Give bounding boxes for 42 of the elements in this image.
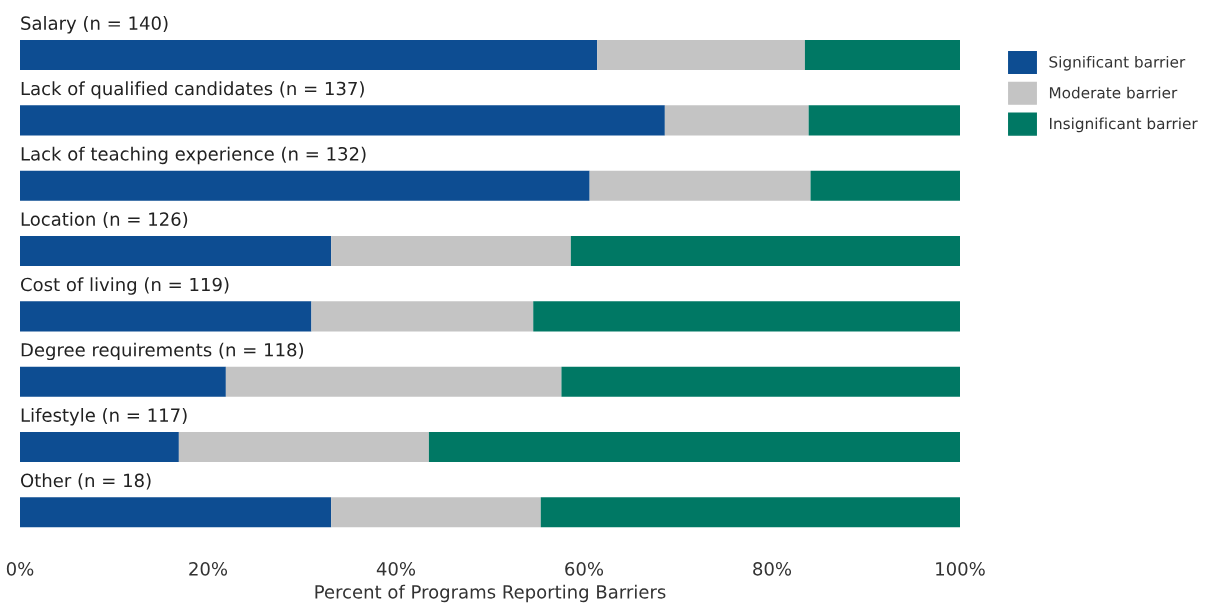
bar xyxy=(561,366,960,397)
x-tick-label: 20% xyxy=(189,561,228,576)
y-tick-label: Lack of qualified candidates (n = 137) xyxy=(21,81,364,99)
bar xyxy=(597,40,805,71)
legend-label: Insignificant barrier xyxy=(1049,117,1198,133)
bar xyxy=(664,105,809,136)
bar xyxy=(428,431,960,463)
bar xyxy=(20,301,312,332)
bar xyxy=(589,170,811,201)
legend-label: Significant barrier xyxy=(1049,55,1186,71)
legend-label: Moderate barrier xyxy=(1049,86,1178,99)
bar xyxy=(810,170,960,201)
y-tick-label: Cost of living (n = 119) xyxy=(21,277,229,295)
bar xyxy=(20,40,598,71)
y-tick-label: Other (n = 18) xyxy=(21,473,151,490)
bar xyxy=(20,431,179,463)
x-tick-label: 40% xyxy=(376,561,416,576)
bar xyxy=(178,431,429,463)
x-tick-label: 100% xyxy=(936,561,985,576)
bar xyxy=(311,301,534,332)
y-tick-label: Salary (n = 140) xyxy=(21,16,168,34)
bar xyxy=(20,170,590,201)
bar xyxy=(533,301,960,332)
bar xyxy=(331,236,571,267)
bar xyxy=(20,236,332,267)
x-axis-title: Percent of Programs Reporting Barriers xyxy=(315,584,666,603)
x-tick-label: 80% xyxy=(753,561,792,576)
bar xyxy=(540,497,960,528)
bar xyxy=(808,105,960,136)
y-tick-label: Lack of teaching experience (n = 132) xyxy=(21,146,366,165)
bar xyxy=(804,40,960,71)
bar xyxy=(225,366,562,397)
bar xyxy=(20,497,332,528)
y-tick-label: Location (n = 126) xyxy=(21,211,188,229)
x-tick-label: 60% xyxy=(565,561,604,576)
x-tick-label: 0% xyxy=(6,561,34,576)
bar xyxy=(570,236,960,267)
bar xyxy=(20,105,665,136)
bar xyxy=(331,497,541,528)
bar xyxy=(20,366,226,397)
y-tick-label: Lifestyle (n = 117) xyxy=(21,407,187,426)
y-tick-label: Degree requirements (n = 118) xyxy=(21,342,304,361)
